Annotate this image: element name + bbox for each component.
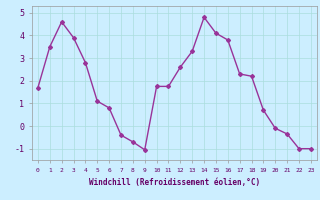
X-axis label: Windchill (Refroidissement éolien,°C): Windchill (Refroidissement éolien,°C): [89, 178, 260, 187]
